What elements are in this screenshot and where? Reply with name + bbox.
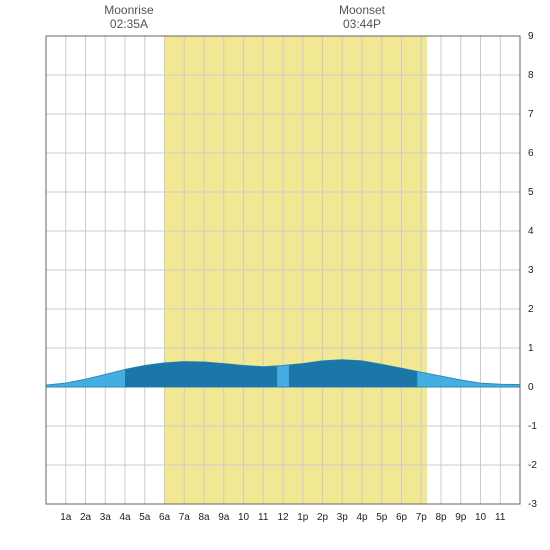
y-tick-label: -3 xyxy=(528,499,537,510)
y-tick-label: 4 xyxy=(528,226,534,237)
tide-moon-chart: -3-2-101234567891a2a3a4a5a6a7a8a9a101112… xyxy=(0,0,550,550)
x-tick-label: 3a xyxy=(100,512,112,523)
x-tick-label: 10 xyxy=(475,512,487,523)
y-tick-label: -2 xyxy=(528,460,537,471)
x-tick-label: 9p xyxy=(455,512,467,523)
x-tick-label: 2a xyxy=(80,512,92,523)
chart-svg: -3-2-101234567891a2a3a4a5a6a7a8a9a101112… xyxy=(0,0,550,550)
x-tick-label: 4a xyxy=(119,512,131,523)
y-tick-label: 8 xyxy=(528,70,534,81)
x-tick-label: 5p xyxy=(376,512,388,523)
y-tick-label: 0 xyxy=(528,382,534,393)
x-tick-label: 7p xyxy=(416,512,428,523)
x-tick-label: 1a xyxy=(60,512,72,523)
x-tick-label: 7a xyxy=(179,512,191,523)
y-tick-label: -1 xyxy=(528,421,537,432)
x-tick-label: 3p xyxy=(337,512,349,523)
x-tick-label: 11 xyxy=(258,512,269,523)
x-tick-label: 9a xyxy=(218,512,230,523)
y-tick-label: 6 xyxy=(528,148,534,159)
x-tick-label: 8p xyxy=(435,512,447,523)
x-tick-label: 11 xyxy=(495,512,506,523)
x-tick-label: 6a xyxy=(159,512,171,523)
y-tick-label: 7 xyxy=(528,109,534,120)
x-tick-label: 5a xyxy=(139,512,151,523)
x-tick-label: 2p xyxy=(317,512,329,523)
y-tick-label: 1 xyxy=(528,343,534,354)
moonrise-label: Moonrise xyxy=(104,3,154,17)
x-tick-label: 10 xyxy=(238,512,250,523)
y-tick-label: 5 xyxy=(528,187,534,198)
moonrise-value: 02:35A xyxy=(110,17,148,31)
y-tick-label: 2 xyxy=(528,304,534,315)
x-tick-label: 6p xyxy=(396,512,408,523)
moonset-label: Moonset xyxy=(339,3,386,17)
y-tick-label: 9 xyxy=(528,31,534,42)
x-tick-label: 8a xyxy=(198,512,210,523)
moonset-value: 03:44P xyxy=(343,17,381,31)
x-tick-label: 4p xyxy=(356,512,368,523)
y-tick-label: 3 xyxy=(528,265,534,276)
x-tick-label: 1p xyxy=(297,512,309,523)
x-tick-label: 12 xyxy=(277,512,289,523)
